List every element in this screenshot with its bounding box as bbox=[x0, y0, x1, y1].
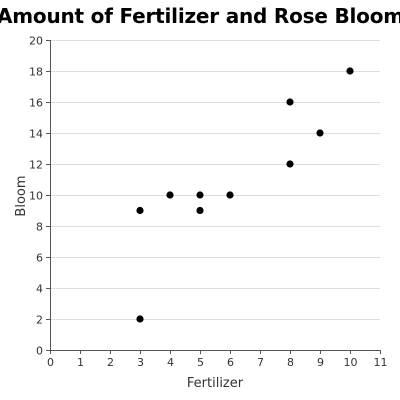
x-tick-label-7: 7 bbox=[257, 356, 264, 369]
x-tick-label-2: 2 bbox=[107, 356, 114, 369]
x-tick-label-9: 9 bbox=[317, 356, 324, 369]
x-tick-label-6: 6 bbox=[227, 356, 234, 369]
data-point-1 bbox=[136, 206, 144, 215]
x-tick-label-0: 0 bbox=[47, 356, 54, 369]
y-tick-label-2: 2 bbox=[36, 314, 43, 327]
x-tick-label-4: 4 bbox=[167, 356, 174, 369]
y-tick-label-20: 20 bbox=[29, 35, 43, 48]
x-axis-label: Fertilizer bbox=[187, 376, 244, 391]
data-point-7 bbox=[286, 98, 294, 106]
x-tick-label-8: 8 bbox=[287, 356, 294, 369]
chart-title: Amount of Fertilizer and Rose Blooms bbox=[0, 4, 400, 28]
grid-lines bbox=[50, 40, 380, 320]
y-tick-label-18: 18 bbox=[29, 66, 43, 79]
y-tick-label-0: 0 bbox=[36, 345, 43, 358]
data-point-10 bbox=[346, 67, 354, 75]
x-tick-label-1: 1 bbox=[77, 356, 84, 369]
x-tick-label-11: 11 bbox=[374, 356, 388, 369]
data-point-5 bbox=[196, 206, 204, 215]
y-axis-label: Bloom bbox=[14, 175, 29, 216]
data-point-3 bbox=[166, 191, 174, 199]
x-tick-label-3: 3 bbox=[137, 356, 144, 369]
data-point-6 bbox=[226, 191, 234, 199]
data-point-9 bbox=[316, 129, 324, 137]
y-tick-label-8: 8 bbox=[36, 221, 43, 234]
axes bbox=[46, 40, 381, 354]
y-tick-label-10: 10 bbox=[29, 190, 43, 203]
y-tick-label-6: 6 bbox=[36, 252, 43, 265]
y-tick-label-12: 12 bbox=[29, 159, 43, 172]
y-tick-label-16: 16 bbox=[29, 97, 43, 110]
data-point-2 bbox=[136, 315, 144, 323]
y-tick-label-14: 14 bbox=[29, 128, 43, 141]
y-tick-label-4: 4 bbox=[36, 283, 43, 296]
data-point-4 bbox=[196, 191, 204, 199]
data-point-8 bbox=[286, 160, 294, 168]
x-tick-label-5: 5 bbox=[197, 356, 204, 369]
x-tick-label-10: 10 bbox=[344, 356, 358, 369]
data-points bbox=[136, 67, 354, 323]
